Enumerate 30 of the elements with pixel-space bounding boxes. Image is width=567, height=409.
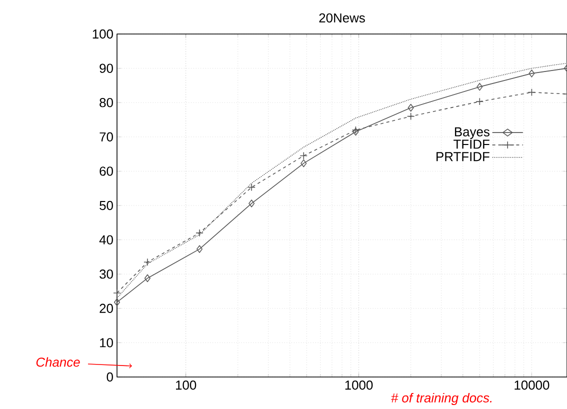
- point: [408, 104, 414, 112]
- point: [196, 245, 203, 253]
- x-tick-label: 1000: [345, 380, 373, 390]
- point: [352, 128, 359, 136]
- x-tick-label: 10000: [514, 380, 550, 390]
- y-tick-label: 40: [99, 235, 113, 244]
- legend-label: TFIDF: [454, 140, 490, 149]
- y-tick-label: 70: [100, 132, 113, 142]
- y-tick-label: 80: [100, 98, 113, 108]
- text: # of training docs.: [391, 392, 492, 406]
- y-tick-label: 0: [106, 372, 113, 382]
- point: [144, 258, 152, 266]
- y-tick-label: 50: [100, 200, 113, 210]
- point: [144, 274, 150, 282]
- point: [406, 112, 415, 120]
- point: [196, 229, 204, 237]
- y-tick-label: 90: [100, 64, 113, 73]
- legend-label: PRTFIDF: [436, 152, 490, 162]
- x-tick-label: 100: [176, 380, 196, 390]
- text: Chance: [36, 357, 80, 367]
- y-tick-label: 10: [100, 338, 113, 348]
- y-tick-label: 100: [92, 29, 113, 39]
- y-tick-label: 30: [100, 270, 113, 279]
- point: [248, 183, 256, 192]
- point: [248, 200, 255, 208]
- chart-title: 20News: [319, 13, 365, 22]
- y-tick-label: 60: [100, 166, 113, 176]
- y-tick-label: 20: [100, 304, 113, 313]
- point: [352, 126, 360, 134]
- legend-label: Bayes: [454, 127, 490, 139]
